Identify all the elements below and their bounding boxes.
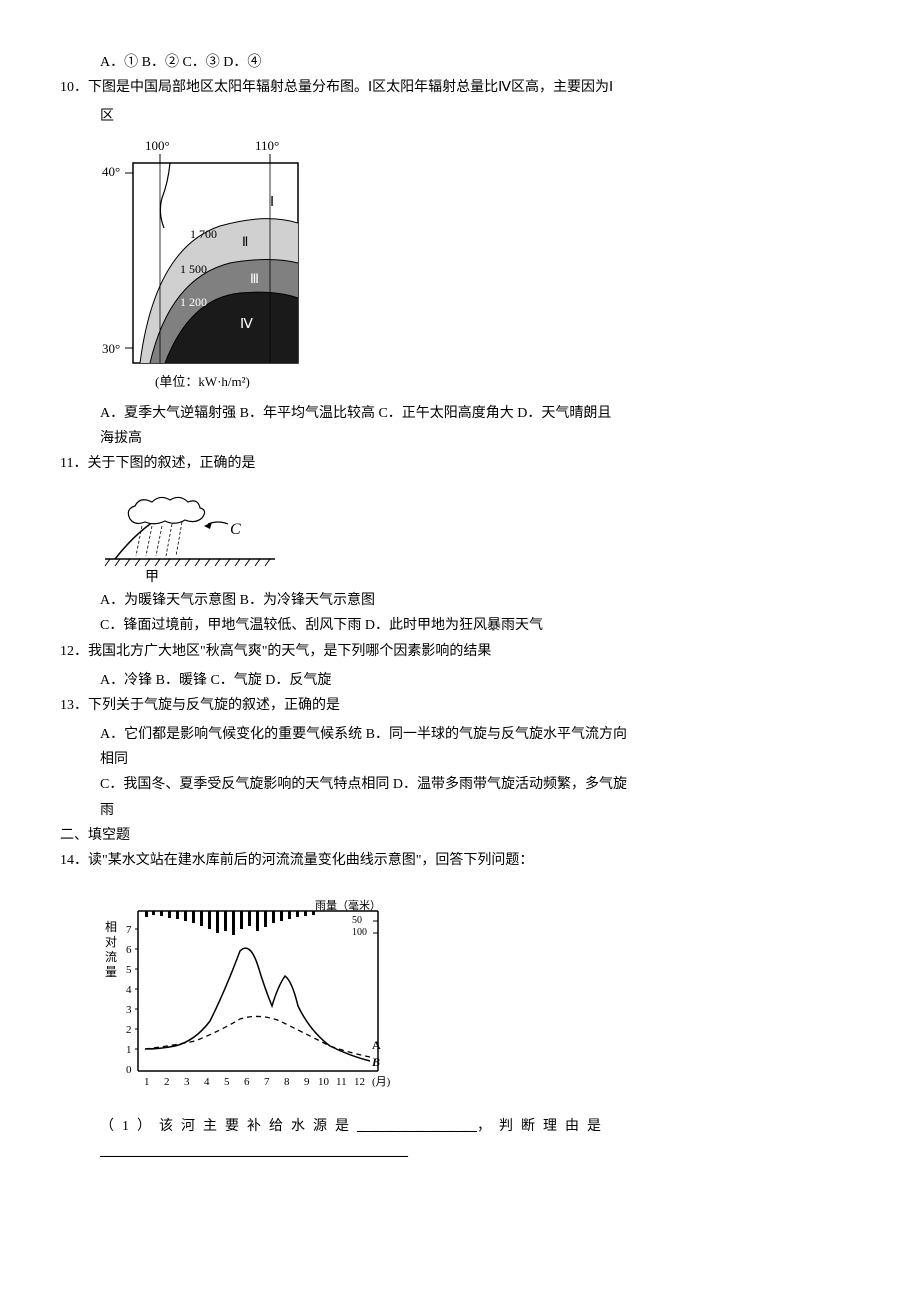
- svg-text:4: 4: [126, 984, 132, 996]
- section-2-header: 二、填空题: [60, 823, 860, 848]
- label-c: C: [230, 521, 241, 538]
- question-13: 13．下列关于气旋与反气旋的叙述，正确的是: [60, 693, 860, 718]
- svg-text:3: 3: [126, 1004, 132, 1016]
- q10-opt-2: 海拔高: [100, 426, 860, 451]
- svg-text:1: 1: [144, 1076, 150, 1088]
- ylabel-3: 流: [105, 950, 117, 964]
- q12-number: 12．: [60, 644, 88, 659]
- zone-label-2: Ⅱ: [242, 234, 248, 249]
- q14-sub1: （1）该河主要补给水源是________，判断理由是: [100, 1114, 860, 1139]
- label-b: B: [371, 1055, 380, 1069]
- q14-sub1-p1: 该河主要补给水源是: [159, 1119, 357, 1134]
- ylabel-4: 量: [105, 965, 117, 979]
- rain-label: 雨量（毫米）: [315, 898, 381, 912]
- svg-text:6: 6: [244, 1076, 250, 1088]
- question-12: 12．我国北方广大地区"秋高气爽"的天气，是下列哪个因素影响的结果: [60, 639, 860, 664]
- rain: [136, 522, 182, 556]
- q14-sub1-num: （1）: [100, 1119, 159, 1134]
- q10-number: 10．: [60, 80, 88, 95]
- svg-text:11: 11: [336, 1076, 347, 1088]
- label-jia: 甲: [145, 570, 159, 584]
- zone-label-1: Ⅰ: [270, 195, 274, 210]
- svg-text:3: 3: [184, 1076, 190, 1088]
- q14-number: 14．: [60, 853, 88, 868]
- clouds: [128, 498, 204, 524]
- q13-opt-2: 相同: [100, 747, 860, 772]
- map-caption: (单位：kW·h/m²): [155, 374, 250, 389]
- svg-text:5: 5: [126, 964, 132, 976]
- contour-1500: 1 500: [180, 262, 207, 276]
- q13-opt-4: 雨: [100, 798, 860, 823]
- ylabel-1: 相: [105, 920, 117, 934]
- lon-100: 100°: [145, 138, 170, 153]
- curve-b: [145, 1017, 370, 1058]
- svg-text:7: 7: [126, 924, 132, 936]
- solar-radiation-map: 100° 110° 40° 30° 1 700 1 500 1 200 Ⅰ: [100, 138, 310, 393]
- q11-number: 11．: [60, 456, 87, 471]
- q14-text: 读"某水文站在建水库前后的河流流量变化曲线示意图"，回答下列问题：: [88, 853, 533, 868]
- q14-sub1-p2: ，判断理由是: [477, 1119, 609, 1134]
- q12-text: 我国北方广大地区"秋高气爽"的天气，是下列哪个因素影响的结果: [88, 644, 491, 659]
- ground-hatch: [105, 559, 270, 566]
- svg-text:2: 2: [164, 1076, 170, 1088]
- x-ticks: 1 2 3 4 5 6 7 8 9 10 11 12 (月): [144, 1076, 391, 1088]
- contour-1200: 1 200: [180, 295, 207, 309]
- svg-text:7: 7: [264, 1076, 270, 1088]
- svg-text:8: 8: [284, 1076, 290, 1088]
- q13-opt-1: A．它们都是影响气候变化的重要气候系统 B．同一半球的气旋与反气旋水平气流方向: [100, 722, 860, 747]
- q11-text: 关于下图的叙述，正确的是: [87, 456, 255, 471]
- label-a: A: [372, 1038, 381, 1052]
- q14-figure: 相 对 流 量 雨量（毫米） 50 100: [100, 881, 860, 1106]
- question-14: 14．读"某水文站在建水库前后的河流流量变化曲线示意图"，回答下列问题：: [60, 848, 860, 873]
- q11-opt-2: C．锋面过境前，甲地气温较低、刮风下雨 D．此时甲地为狂风暴雨天气: [100, 613, 860, 638]
- svg-text:9: 9: [304, 1076, 310, 1088]
- q14-sub1-line2: ________________________________________…: [100, 1139, 860, 1164]
- weather-front-diagram: C 甲: [100, 484, 280, 584]
- zone-label-3: Ⅲ: [250, 271, 259, 286]
- rain-50: 50: [352, 915, 362, 926]
- svg-text:4: 4: [204, 1076, 210, 1088]
- contour-1700: 1 700: [190, 227, 217, 241]
- q10-figure: 100° 110° 40° 30° 1 700 1 500 1 200 Ⅰ: [100, 138, 860, 393]
- svg-text:1: 1: [126, 1044, 132, 1056]
- y-ticks: 7 6 5 4 3 2 1 0: [126, 924, 138, 1076]
- ylabel-2: 对: [105, 935, 117, 949]
- lat-30: 30°: [102, 341, 120, 356]
- lat-40: 40°: [102, 164, 120, 179]
- question-10: 10．下图是中国局部地区太阳年辐射总量分布图。Ⅰ区太阳年辐射总量比Ⅳ区高，主要因…: [60, 75, 860, 100]
- q10-text-1: 下图是中国局部地区太阳年辐射总量分布图。Ⅰ区太阳年辐射总量比Ⅳ区高，主要因为Ⅰ: [88, 80, 613, 95]
- q13-number: 13．: [60, 698, 88, 713]
- q9-options: A．① B．② C．③ D．④: [100, 50, 860, 75]
- svg-text:12: 12: [354, 1076, 365, 1088]
- rain-bars: [145, 911, 315, 935]
- q10-opt-1: A．夏季大气逆辐射强 B．年平均气温比较高 C．正午太阳高度角大 D．天气晴朗且: [100, 401, 860, 426]
- question-11: 11．关于下图的叙述，正确的是: [60, 451, 860, 476]
- svg-text:(月): (月): [372, 1076, 391, 1088]
- svg-text:0: 0: [126, 1064, 132, 1076]
- svg-text:2: 2: [126, 1024, 132, 1036]
- q10-text-2: 区: [100, 104, 860, 129]
- q14-blank-1[interactable]: ________: [357, 1119, 477, 1134]
- hydrograph: 相 对 流 量 雨量（毫米） 50 100: [100, 881, 410, 1106]
- q13-opt-3: C．我国冬、夏季受反气旋影响的天气特点相同 D．温带多雨带气旋活动频繁，多气旋: [100, 772, 860, 797]
- q12-opts: A．冷锋 B．暖锋 C．气旋 D．反气旋: [100, 668, 860, 693]
- svg-text:5: 5: [224, 1076, 230, 1088]
- rain-100: 100: [352, 927, 367, 938]
- svg-text:6: 6: [126, 944, 132, 956]
- q13-text: 下列关于气旋与反气旋的叙述，正确的是: [88, 698, 340, 713]
- svg-text:10: 10: [318, 1076, 330, 1088]
- q11-opt-1: A．为暖锋天气示意图 B．为冷锋天气示意图: [100, 588, 860, 613]
- curve-a: [145, 948, 370, 1061]
- zone-label-4: Ⅳ: [240, 317, 253, 332]
- q14-blank-2[interactable]: ________________________________________…: [100, 1144, 408, 1159]
- lon-110: 110°: [255, 138, 279, 153]
